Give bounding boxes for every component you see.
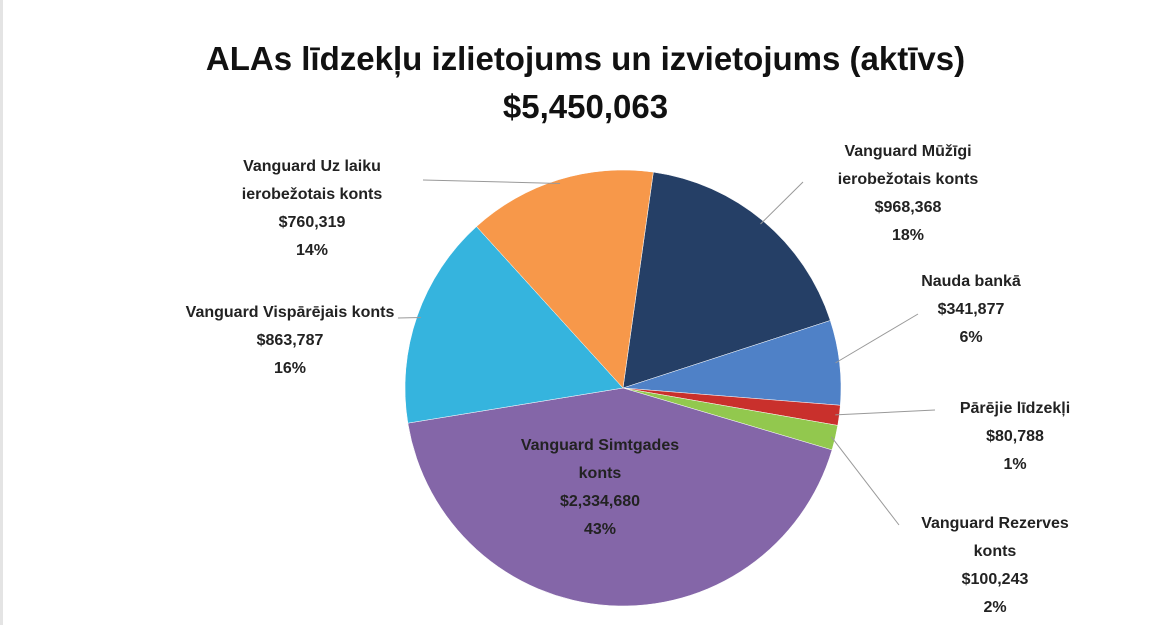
data-label: Nauda bankā $341,877 6% xyxy=(891,268,1051,352)
label-name: Pārējie līdzekļi xyxy=(959,400,1071,417)
data-label: Vanguard Simtgades konts $2,334,680 43% xyxy=(505,432,695,544)
label-name: Nauda bankā xyxy=(921,273,1021,290)
label-percent: 1% xyxy=(1003,456,1027,473)
pie-slice xyxy=(476,169,654,389)
pie-area xyxy=(397,169,936,607)
label-value: $341,877 xyxy=(937,301,1005,318)
data-label: Vanguard Vispārējais konts $863,787 16% xyxy=(175,299,405,383)
label-name: Vanguard Simtgades konts xyxy=(520,437,680,482)
label-value: $760,319 xyxy=(278,214,346,231)
label-percent: 14% xyxy=(295,242,329,259)
chart-subtitle: $5,450,063 xyxy=(502,88,669,125)
label-value: $863,787 xyxy=(256,332,324,349)
label-name: Vanguard Rezerves konts xyxy=(921,515,1069,560)
data-label: Vanguard Uz laiku ierobežotais konts $760… xyxy=(217,153,407,265)
label-name: Vanguard Mūžīgi ierobežotais konts xyxy=(837,143,979,188)
leader-line xyxy=(835,409,936,416)
label-value: $80,788 xyxy=(986,428,1044,445)
leader-line xyxy=(760,181,804,225)
label-percent: 16% xyxy=(273,360,307,377)
chart-title: ALAs līdzekļu izlietojums un izvietojums… xyxy=(205,40,966,77)
leader-line xyxy=(830,436,900,526)
label-value: $968,368 xyxy=(874,199,942,216)
pie-slice xyxy=(404,226,624,424)
label-name: Vanguard Vispārējais konts xyxy=(185,304,395,321)
label-percent: 6% xyxy=(959,329,983,346)
label-percent: 43% xyxy=(583,521,617,538)
label-value: $100,243 xyxy=(961,571,1029,588)
data-label: Vanguard Mūžīgi ierobežotais konts $968,3… xyxy=(808,138,1008,250)
data-label: Vanguard Rezerves konts $100,243 2% xyxy=(900,510,1090,622)
leader-line xyxy=(835,313,919,364)
label-percent: 2% xyxy=(983,599,1007,616)
data-label: Pārējie līdzekļi $80,788 1% xyxy=(925,395,1105,479)
leader-line xyxy=(422,179,561,184)
label-name: Vanguard Uz laiku ierobežotais konts xyxy=(241,158,383,203)
label-percent: 18% xyxy=(891,227,925,244)
label-value: $2,334,680 xyxy=(559,493,641,510)
pie-slice xyxy=(407,387,833,607)
leader-line xyxy=(397,316,421,319)
